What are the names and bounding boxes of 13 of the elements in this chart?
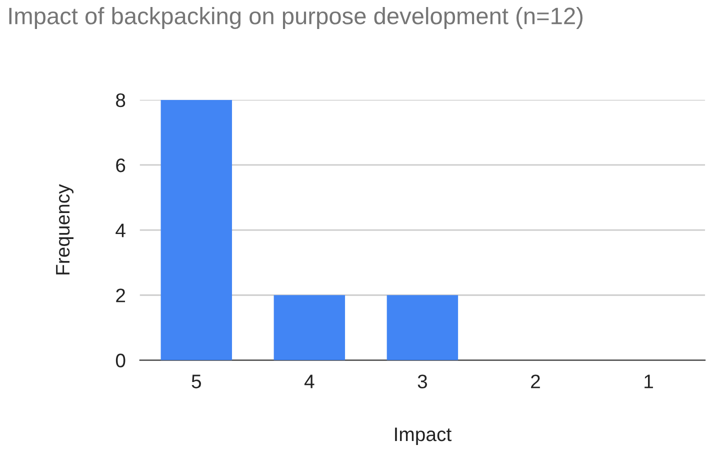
y-tick-label: 2	[116, 288, 126, 302]
y-tick-label: 8	[116, 93, 126, 108]
y-tick-label: 4	[116, 224, 126, 238]
y-axis-title: Frequency	[56, 184, 74, 274]
x-tick-label: 1	[644, 374, 653, 388]
x-tick-label: 2	[531, 374, 540, 388]
x-axis-title: Impact	[395, 428, 452, 446]
chart-title: Impact of backpacking on purpose development (n=12)	[9, 7, 582, 30]
x-tick-label: 4	[304, 374, 314, 388]
y-tick-label: 0	[116, 354, 126, 368]
x-tick-label: 3	[418, 374, 428, 388]
x-tick-label: 5	[192, 374, 201, 388]
y-tick-label: 6	[116, 158, 126, 172]
